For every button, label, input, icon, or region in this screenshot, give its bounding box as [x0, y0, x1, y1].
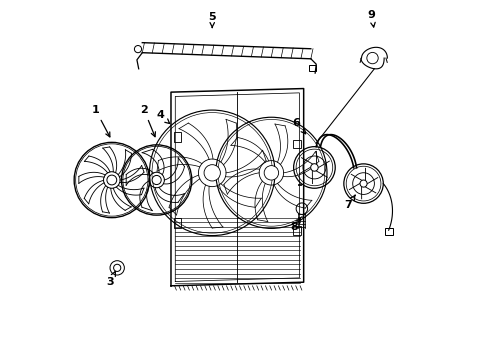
Bar	[174, 218, 181, 228]
Text: 5: 5	[208, 12, 216, 28]
Bar	[308, 65, 316, 71]
Circle shape	[107, 175, 117, 185]
Text: 1: 1	[92, 105, 110, 137]
Bar	[292, 226, 300, 234]
Circle shape	[152, 175, 161, 185]
Text: 6: 6	[292, 118, 305, 134]
Text: 2: 2	[140, 105, 155, 137]
Text: 3: 3	[106, 271, 115, 287]
Text: 4: 4	[156, 111, 169, 123]
Circle shape	[203, 165, 220, 181]
Circle shape	[310, 164, 318, 171]
Text: 9: 9	[367, 10, 375, 27]
Text: 7: 7	[344, 195, 355, 210]
Bar	[384, 228, 392, 234]
Text: 8: 8	[290, 219, 300, 231]
Circle shape	[264, 166, 278, 180]
Circle shape	[359, 180, 366, 187]
Bar	[292, 140, 300, 148]
Bar	[174, 132, 181, 142]
